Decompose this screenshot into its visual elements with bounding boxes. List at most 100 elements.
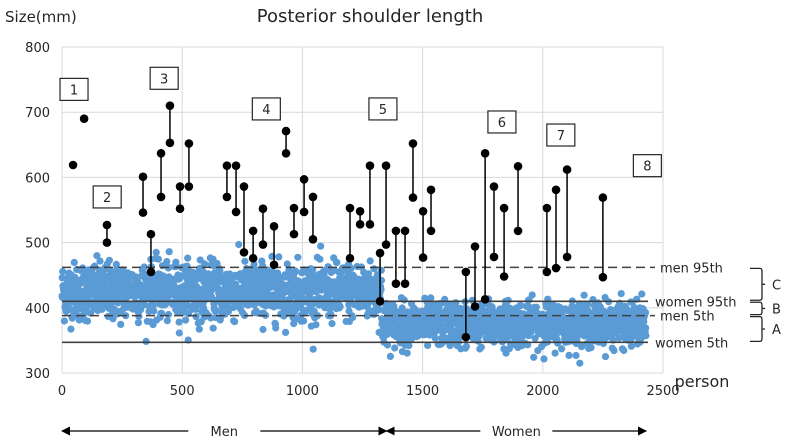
pair-point: [513, 162, 523, 171]
pair-point: [345, 253, 355, 263]
annotation-box: [92, 185, 122, 209]
group-label: Men: [211, 425, 238, 440]
bracket: [750, 301, 765, 316]
y-tick-label: 700: [25, 106, 50, 121]
pair-point: [381, 161, 391, 170]
single-point: [79, 114, 89, 124]
x-tick-label: 1000: [286, 384, 319, 399]
pair-point: [499, 203, 509, 213]
pair-point: [231, 207, 241, 217]
pair-point: [156, 192, 166, 202]
annotation-label: 4: [262, 103, 270, 118]
pair-point: [258, 204, 268, 213]
pair-point: [400, 279, 410, 288]
pair-point: [248, 253, 258, 263]
pair-point: [165, 101, 175, 110]
scatter-points: [58, 240, 650, 367]
pair-point: [499, 272, 509, 281]
annotation-label: 2: [103, 191, 111, 206]
annotation-label: 6: [498, 116, 506, 131]
pair-point: [258, 240, 268, 249]
reference-line-label: women 95th: [655, 295, 737, 310]
pair-point: [542, 203, 552, 213]
pair-point: [562, 165, 572, 174]
pair-point: [308, 192, 318, 202]
pair-point: [175, 204, 185, 213]
pair-point: [489, 252, 499, 262]
chart-title: Posterior shoulder length: [257, 6, 483, 27]
pair-point: [156, 148, 166, 158]
pair-point: [480, 295, 490, 304]
pair-point: [289, 203, 299, 213]
pair-point: [551, 263, 561, 273]
x-tick-label: 500: [170, 384, 195, 399]
x-axis-label: person: [675, 372, 730, 391]
pair-point: [269, 222, 279, 231]
y-tick-label: 800: [25, 41, 50, 56]
pair-point: [102, 220, 112, 230]
single-point: [68, 160, 78, 170]
annotation-box: [632, 154, 662, 178]
range-brackets: CBA: [750, 267, 781, 343]
pair-point: [184, 139, 194, 148]
pair-point: [598, 272, 608, 282]
pair-point: [308, 235, 318, 244]
x-tick-label: 0: [58, 384, 66, 399]
bracket: [750, 315, 765, 343]
reference-line-label: men 5th: [660, 310, 715, 325]
pair-point: [239, 182, 249, 191]
group-label: Women: [492, 425, 541, 440]
y-tick-label: 500: [25, 237, 50, 252]
reference-line-label: men 95th: [660, 261, 723, 276]
bracket: [750, 267, 765, 301]
annotation-box: [59, 77, 89, 101]
pair-point: [248, 226, 258, 236]
pair-point: [461, 267, 471, 277]
pair-point: [418, 207, 428, 216]
pair-point: [355, 207, 365, 216]
pair-point: [400, 226, 410, 236]
x-tick-label: 1500: [406, 384, 439, 399]
pair-point: [102, 238, 112, 247]
pair-point: [598, 193, 608, 202]
pair-point: [470, 302, 480, 311]
pair-point: [345, 203, 355, 213]
pair-point: [562, 252, 572, 262]
y-tick-label: 400: [25, 302, 50, 317]
highlighted-pairs: [68, 101, 608, 342]
annotation-box: [251, 97, 281, 121]
pair-point: [381, 240, 391, 249]
y-axis-label: Size(mm): [5, 8, 77, 26]
annotation-box: [487, 110, 517, 134]
pair-point: [146, 267, 156, 277]
y-tick-label: 600: [25, 171, 50, 186]
annotation-label: 3: [160, 72, 168, 87]
annotation-box: [149, 66, 179, 90]
annotation-boxes: 1 2 3 4 5 6 7 8: [59, 66, 662, 209]
x-tick-label: 2500: [646, 384, 679, 399]
pair-point: [222, 192, 232, 202]
pair-point: [489, 182, 499, 191]
pair-point: [365, 220, 375, 229]
annotation-label: 5: [379, 103, 387, 118]
pair-point: [184, 182, 194, 191]
pair-point: [551, 185, 561, 195]
annotation-label: 8: [643, 160, 651, 175]
pair-point: [480, 148, 490, 158]
pair-point: [269, 260, 279, 270]
annotation-box: [546, 123, 576, 147]
pair-point: [426, 185, 436, 195]
bracket-label: C: [772, 278, 781, 293]
pair-point: [470, 242, 480, 251]
annotation-box: [368, 97, 398, 121]
pair-point: [281, 126, 291, 136]
pair-point: [426, 226, 436, 236]
pair-point: [175, 182, 185, 191]
pair-point: [365, 161, 375, 170]
pair-point: [281, 148, 291, 158]
bracket-label: A: [772, 323, 781, 338]
pair-point: [299, 175, 309, 184]
pair-point: [408, 139, 418, 148]
